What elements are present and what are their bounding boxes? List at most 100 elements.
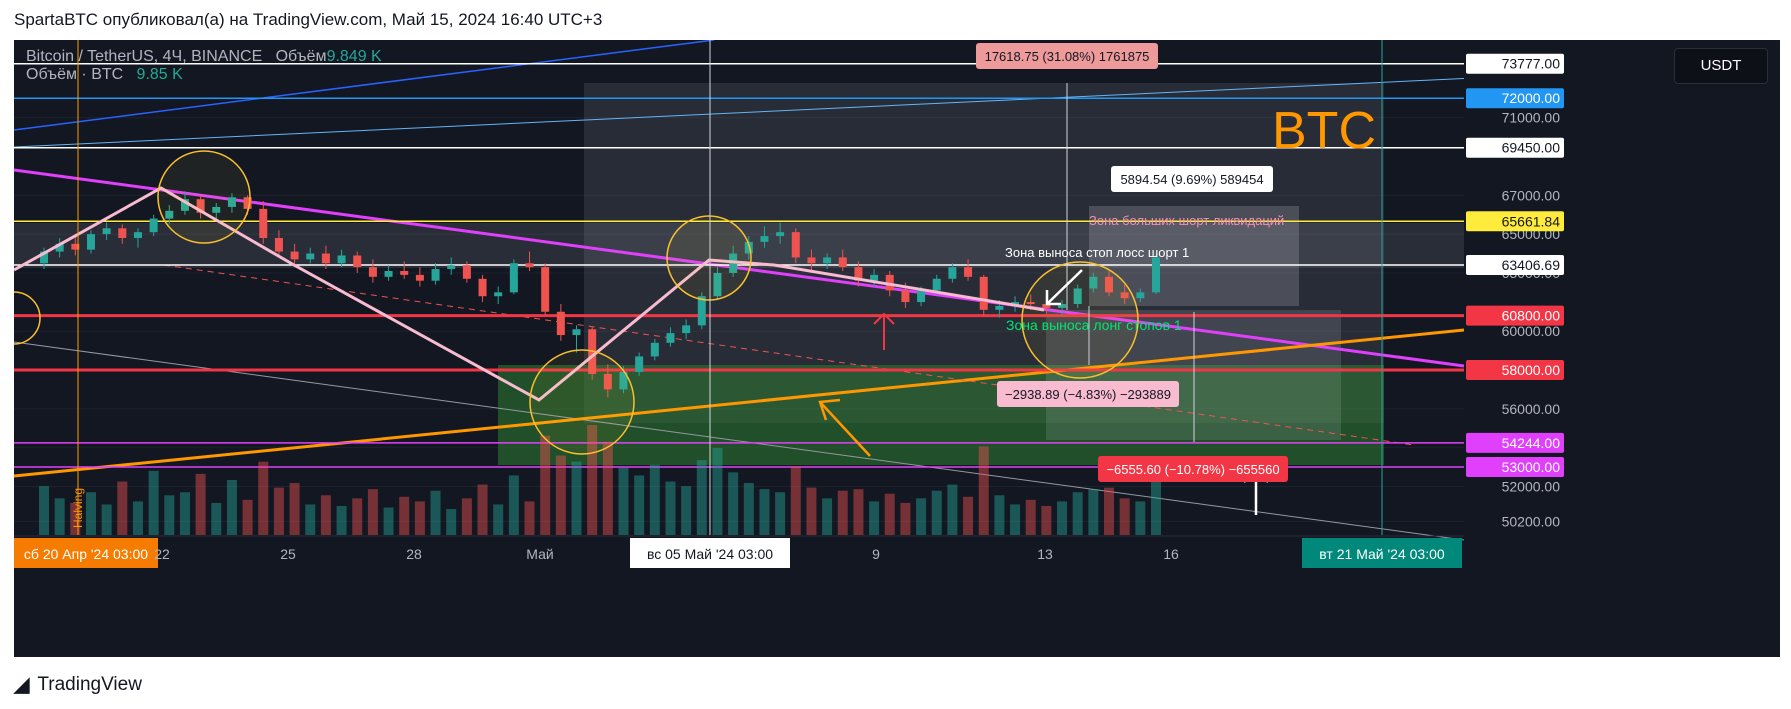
candle-body-10 <box>196 199 205 213</box>
volume-bar-38 <box>634 475 645 535</box>
candle-body-18 <box>321 253 330 264</box>
tradingview-logo-icon[interactable]: ◢ <box>14 674 30 696</box>
price-tick-1: 52000.00 <box>1502 478 1561 494</box>
volume-bar-26 <box>446 509 457 535</box>
price-tick-3: 56000.00 <box>1502 401 1561 417</box>
volume-bar-56 <box>916 498 927 535</box>
measure-down-box <box>997 381 1179 407</box>
volume-bar-67 <box>1088 489 1099 535</box>
volume-bar-50 <box>822 498 833 535</box>
candle-body-56 <box>917 290 926 303</box>
candle-body-71 <box>1152 257 1160 293</box>
highlight-circle-4 <box>1021 261 1139 379</box>
volume-bar-32 <box>540 435 551 535</box>
level-tag-label-7: 54244.00 <box>1502 435 1561 451</box>
volume-bar-49 <box>806 487 817 535</box>
volume-bar-6 <box>132 501 143 535</box>
volume-bar-35 <box>587 425 598 535</box>
volume-bars <box>39 425 1161 535</box>
volume-bar-48 <box>790 466 801 535</box>
volume-bar-7 <box>148 470 159 535</box>
level-tag-label-5: 60800.00 <box>1502 308 1561 324</box>
candle-body-2 <box>71 243 80 250</box>
volume-bar-15 <box>273 487 284 535</box>
candle-body-53 <box>870 274 879 281</box>
arrow-white-line <box>1046 269 1083 305</box>
candle-body-8 <box>165 210 174 219</box>
zone-rect-short-liq <box>1089 206 1299 306</box>
level-tag-bg-1 <box>1466 88 1564 109</box>
candle-body-51 <box>838 257 847 268</box>
symbol-legend: Bitcoin / TetherUS, 4Ч, BINANCE Объём9.8… <box>26 48 382 84</box>
time-axis[interactable]: сб 20 Апр '24 03:00 22 25 28 Май вс 05 Май '2… <box>14 538 1462 568</box>
zone-long-stops-label: Зона выноса лонг стопов 1 <box>1006 317 1182 333</box>
zigzag-pattern <box>14 186 1045 402</box>
candle-body-0 <box>40 251 48 264</box>
time-tag-bg-5 <box>630 538 790 568</box>
volume-bar-71 <box>1151 473 1161 535</box>
candle-body-25 <box>431 269 440 281</box>
candle-body-64 <box>1042 304 1051 308</box>
trendline-magenta <box>14 168 1465 368</box>
channel-line-blue <box>14 40 715 131</box>
volume-bar-54 <box>884 493 895 535</box>
volume-bar-40 <box>665 481 676 535</box>
brand-text[interactable]: TradingView <box>37 673 142 695</box>
price-level-tags: 73777.00 72000.00 69450.00 65661.84 63406.69… <box>1466 53 1564 478</box>
volume-bar-36 <box>602 441 613 535</box>
candle-body-5 <box>118 228 127 238</box>
volume-bar-57 <box>931 490 942 535</box>
volume-bar-59 <box>963 496 974 535</box>
arrow-red-head <box>873 312 895 325</box>
volume-bar-64 <box>1041 505 1052 535</box>
candle-body-29 <box>494 292 503 297</box>
volume-bar-47 <box>775 492 786 535</box>
volume-bar-41 <box>681 486 692 535</box>
btc-watermark: BTC <box>1272 102 1376 160</box>
candle-body-34 <box>572 329 581 336</box>
volume-label: Объём <box>275 48 327 65</box>
volume-bar-18 <box>320 495 331 535</box>
volume-value: 9.849 K <box>326 48 382 65</box>
candle-body-36 <box>603 373 612 390</box>
candle-body-20 <box>353 255 362 268</box>
volume-bar-65 <box>1057 501 1068 535</box>
volume-bar-68 <box>1104 487 1115 535</box>
time-tag-bg-9 <box>1302 538 1462 568</box>
candle-body-42 <box>697 296 706 326</box>
zone-short-liq-label: Зона больших шорт ликвидаций <box>1089 213 1284 228</box>
candle-body-17 <box>306 253 315 260</box>
zone-rect-upper <box>14 223 1464 268</box>
candle-body-70 <box>1136 292 1145 299</box>
highlight-circle-1 <box>157 150 251 244</box>
volume-bar-30 <box>508 475 519 535</box>
time-tick-8: 16 <box>1163 546 1179 562</box>
volume-bar-70 <box>1135 501 1146 535</box>
arrow-orange-head <box>818 398 841 421</box>
candle-body-55 <box>901 290 910 303</box>
level-tag-label-0: 73777.00 <box>1502 56 1561 72</box>
candle-body-9 <box>180 199 189 211</box>
volume-bar-17 <box>305 504 316 535</box>
candle-body-45 <box>744 241 753 254</box>
volume2-value: 9.85 K <box>136 66 183 83</box>
volume-bar-4 <box>101 504 112 535</box>
candle-body-28 <box>478 278 487 297</box>
currency-button[interactable]: USDT <box>1674 48 1768 84</box>
candle-body-38 <box>635 356 644 372</box>
candle-body-54 <box>885 274 894 291</box>
volume-bar-34 <box>571 461 582 535</box>
candle-body-60 <box>979 276 988 310</box>
volume-bar-44 <box>728 472 739 535</box>
chart-panel[interactable]: Halving BTC Зона больших шорт ликвидаций… <box>14 40 1780 657</box>
price-axis[interactable]: 50200.0052000.0054000.0056000.0058000.00… <box>1502 110 1561 530</box>
candle-body-7 <box>149 218 158 233</box>
volume-bar-51 <box>837 490 848 535</box>
time-tag-label-9: вт 21 Май '24 03:00 <box>1319 546 1445 562</box>
volume-bar-14 <box>258 461 269 535</box>
volume-bar-16 <box>289 483 300 535</box>
candle-body-6 <box>133 232 142 238</box>
volume-bar-27 <box>461 498 472 535</box>
level-tag-label-8: 53000.00 <box>1502 459 1561 475</box>
price-chart[interactable]: Halving BTC Зона больших шорт ликвидаций… <box>14 40 1780 657</box>
